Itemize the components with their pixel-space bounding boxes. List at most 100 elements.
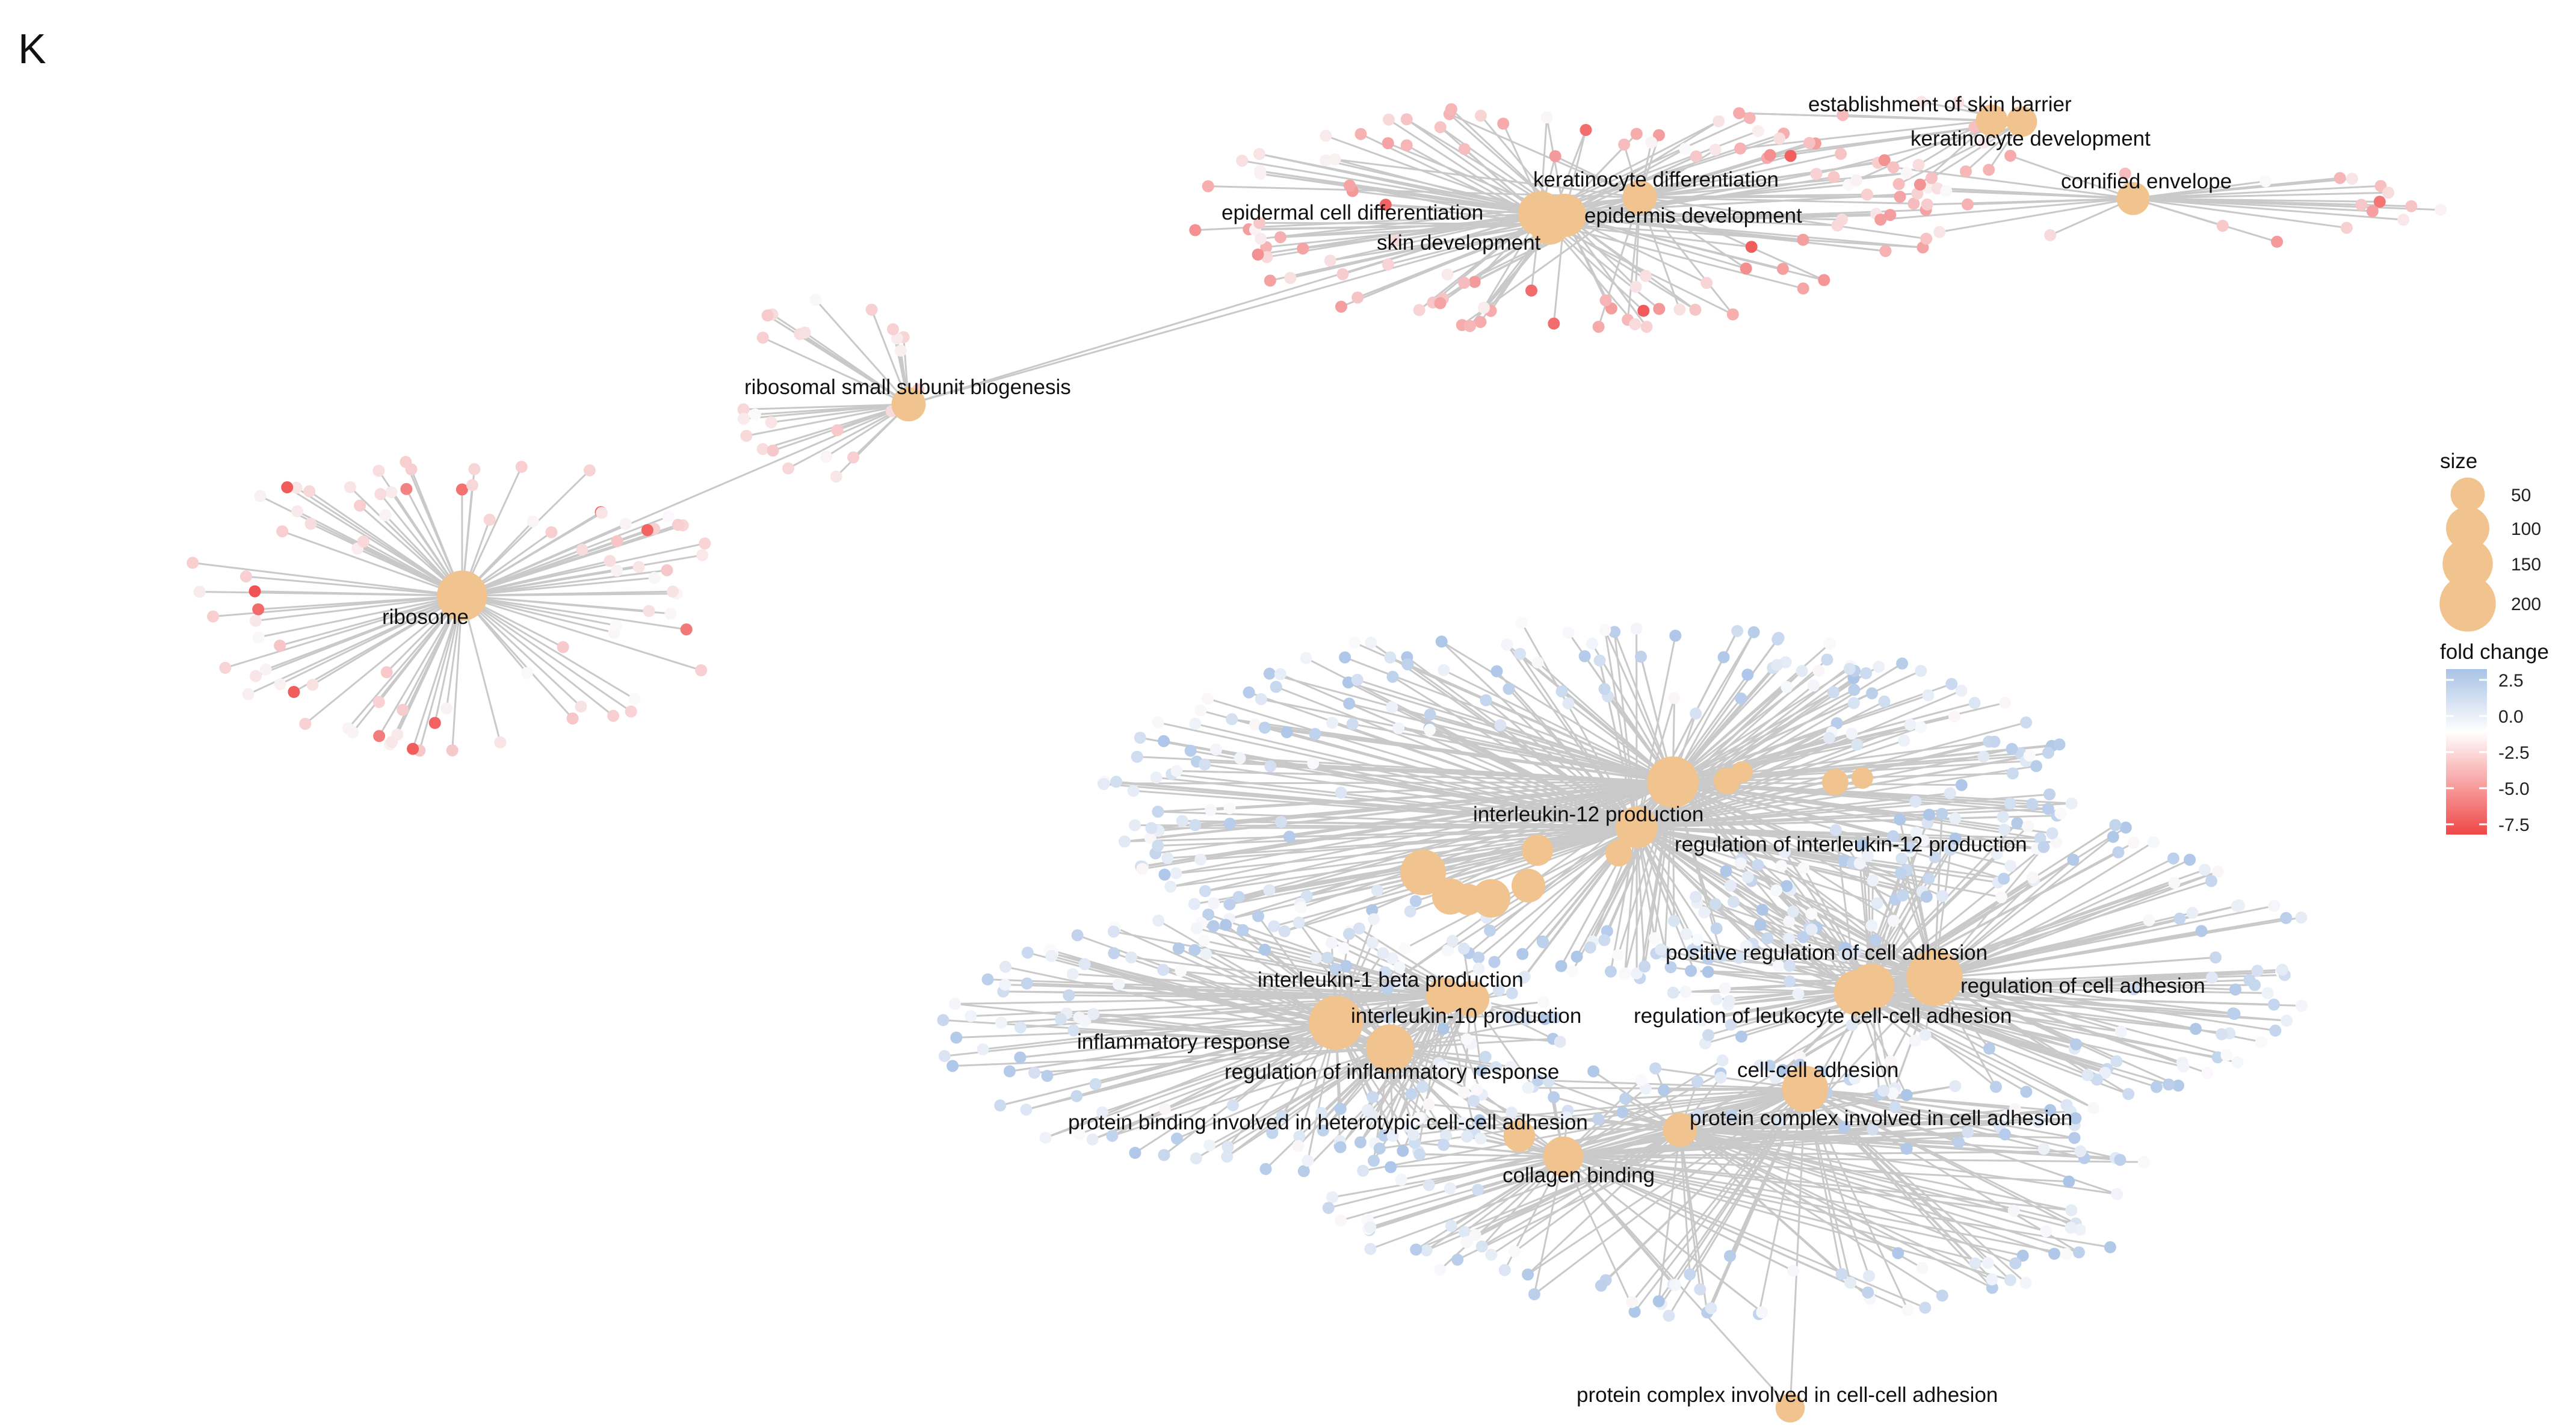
gene-node xyxy=(1379,966,1391,978)
gene-node xyxy=(2184,853,2196,866)
edge xyxy=(908,223,1550,406)
gene-node xyxy=(2268,998,2280,1011)
gene-node xyxy=(2009,1103,2021,1116)
gene-node xyxy=(1471,1184,1484,1196)
gene-node xyxy=(1131,750,1143,763)
gene-node xyxy=(281,481,294,493)
gene-node xyxy=(1555,685,1568,698)
gene-node xyxy=(1595,1279,1607,1292)
gene-node xyxy=(1348,637,1361,649)
edge xyxy=(815,299,910,405)
gene-node xyxy=(576,543,588,556)
gene-node xyxy=(2050,836,2063,848)
gene-node xyxy=(400,455,412,468)
gene-node xyxy=(2020,1085,2033,1098)
edge xyxy=(461,469,590,597)
gene-node xyxy=(1807,679,1820,692)
term-label: regulation of inflammatory response xyxy=(1225,1060,1559,1084)
edge xyxy=(1934,859,2190,979)
gene-node xyxy=(1537,936,1549,948)
gene-node xyxy=(1878,695,1891,708)
edge xyxy=(1205,781,1673,892)
edge xyxy=(1617,782,1674,955)
gene-node xyxy=(400,483,413,495)
gene-node xyxy=(1983,1042,1995,1055)
gene-node xyxy=(299,718,312,730)
gene-node xyxy=(2074,1223,2086,1236)
gene-node xyxy=(1066,968,1079,980)
gene-node xyxy=(1753,1059,1766,1072)
gene-node xyxy=(2074,1145,2087,1158)
gene-node xyxy=(891,332,903,345)
edge xyxy=(1701,992,1857,1022)
gene-node xyxy=(545,526,558,539)
edge xyxy=(461,594,582,708)
edge xyxy=(1451,1155,1564,1227)
edge xyxy=(1636,826,1804,938)
term-node-reg-inflammatory xyxy=(1366,1024,1414,1072)
gene-node xyxy=(1386,1129,1399,1142)
gene-node xyxy=(515,460,528,473)
gene-node xyxy=(1283,830,1296,843)
gene-node xyxy=(938,1050,951,1063)
gene-node xyxy=(1667,986,1679,999)
gene-node xyxy=(1691,1109,1704,1122)
gene-node xyxy=(1382,137,1394,149)
edge xyxy=(1672,670,1921,783)
edge xyxy=(1170,826,1637,888)
gene-node xyxy=(1471,1083,1483,1096)
gene-node xyxy=(1896,657,1909,670)
gene-node xyxy=(1413,1148,1426,1161)
gene-node xyxy=(357,536,369,548)
gene-node xyxy=(1537,996,1550,1008)
gene-node xyxy=(1284,272,1297,284)
gene-node xyxy=(1756,903,1768,916)
edge xyxy=(1264,948,1445,997)
gene-node xyxy=(1920,890,1933,903)
gene-node xyxy=(1904,718,1917,731)
gene-node xyxy=(1835,1268,1848,1280)
fold-legend-label: 2.5 xyxy=(2498,671,2524,691)
gene-node xyxy=(1805,907,1818,920)
edge xyxy=(1636,726,1921,829)
gene-node xyxy=(1635,650,1647,663)
gene-node xyxy=(1884,209,1897,221)
term-node-il1b xyxy=(1425,977,1463,1014)
gene-node xyxy=(1850,174,1863,187)
gene-node xyxy=(1134,732,1146,744)
gene-node xyxy=(2037,841,2050,853)
gene-node xyxy=(1653,303,1666,315)
size-legend-dot xyxy=(2439,575,2496,632)
edge xyxy=(1564,214,1707,284)
gene-node xyxy=(1604,965,1617,978)
gene-node xyxy=(2334,171,2346,184)
edge xyxy=(1389,1047,1520,1137)
gene-node xyxy=(1445,103,1457,116)
edge xyxy=(1934,977,2208,1074)
term-label: protein complex involved in cell adhesio… xyxy=(1690,1107,2072,1130)
gene-node xyxy=(1812,664,1825,677)
gene-node xyxy=(2251,965,2264,977)
edge xyxy=(1260,173,1541,215)
gene-node xyxy=(1554,1036,1566,1048)
gene-node xyxy=(1457,942,1470,955)
gene-node xyxy=(2212,865,2224,878)
gene-node xyxy=(1437,1022,1450,1035)
gene-node xyxy=(1367,1091,1379,1103)
edge xyxy=(1635,827,1667,952)
edge xyxy=(1658,1129,1681,1301)
gene-node xyxy=(1907,197,1920,210)
gene-node xyxy=(1723,995,1736,1007)
edge xyxy=(462,594,632,712)
edge xyxy=(1679,1129,1993,1280)
gene-node xyxy=(1045,949,1058,962)
gene-node xyxy=(1856,839,1868,851)
gene-node xyxy=(1968,697,1981,709)
edge xyxy=(1178,947,1336,1024)
edge xyxy=(1410,995,1445,1123)
gene-node xyxy=(1691,1075,1703,1088)
gene-node xyxy=(1921,198,1933,211)
edge xyxy=(1695,896,1857,994)
edge xyxy=(1341,781,1673,794)
fold-legend-label: -7.5 xyxy=(2498,815,2530,835)
